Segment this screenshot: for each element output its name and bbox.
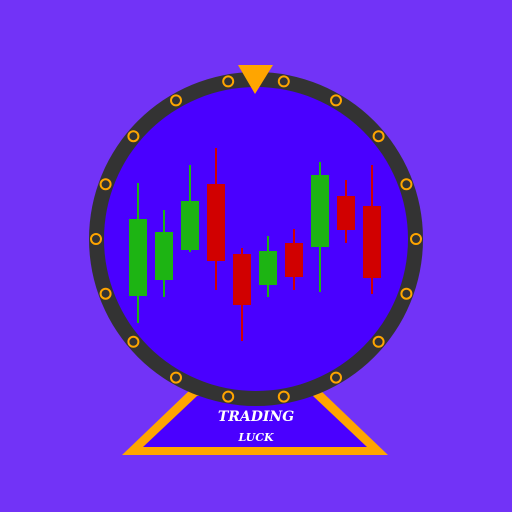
ring-peg-icon bbox=[372, 335, 385, 348]
candle-body-bullish bbox=[155, 232, 173, 280]
ring-peg-icon bbox=[400, 178, 413, 191]
ring-peg-icon bbox=[90, 233, 102, 245]
candle-body-bullish bbox=[129, 219, 147, 296]
ring-peg-icon bbox=[170, 94, 182, 107]
candle-body-bullish bbox=[311, 175, 329, 247]
ring-peg-icon bbox=[127, 335, 140, 348]
wheel-pegs bbox=[90, 75, 422, 403]
candle-body-bearish bbox=[337, 196, 355, 230]
wheel-stand bbox=[122, 388, 388, 455]
ring-peg-icon bbox=[99, 178, 112, 191]
ring-peg-icon bbox=[330, 371, 342, 384]
candle-body-bullish bbox=[181, 201, 199, 250]
candle-body-bearish bbox=[233, 254, 251, 305]
logo-title: TRADING bbox=[218, 409, 294, 425]
stand-face bbox=[143, 396, 367, 447]
ring-peg-icon bbox=[330, 94, 342, 107]
ring-peg-icon bbox=[170, 371, 182, 384]
candle-body-bearish bbox=[285, 243, 303, 277]
ring-peg-icon bbox=[99, 287, 112, 300]
ring-peg-icon bbox=[410, 233, 422, 245]
candle-body-bearish bbox=[207, 184, 225, 261]
logo-subtitle: LUCK bbox=[237, 431, 273, 444]
ring-peg-icon bbox=[277, 75, 290, 88]
wheel-face bbox=[104, 87, 408, 391]
ring-peg-icon bbox=[222, 75, 235, 88]
ring-peg-icon bbox=[277, 390, 290, 403]
ring-peg-icon bbox=[400, 287, 413, 300]
candle-body-bearish bbox=[363, 206, 381, 278]
triangle-pointer-icon bbox=[238, 65, 273, 94]
ring-peg-icon bbox=[127, 130, 140, 143]
ring-peg-icon bbox=[372, 130, 385, 143]
ring-peg-icon bbox=[222, 390, 235, 403]
candlestick-group bbox=[129, 148, 381, 341]
candle-body-bullish bbox=[259, 251, 277, 285]
